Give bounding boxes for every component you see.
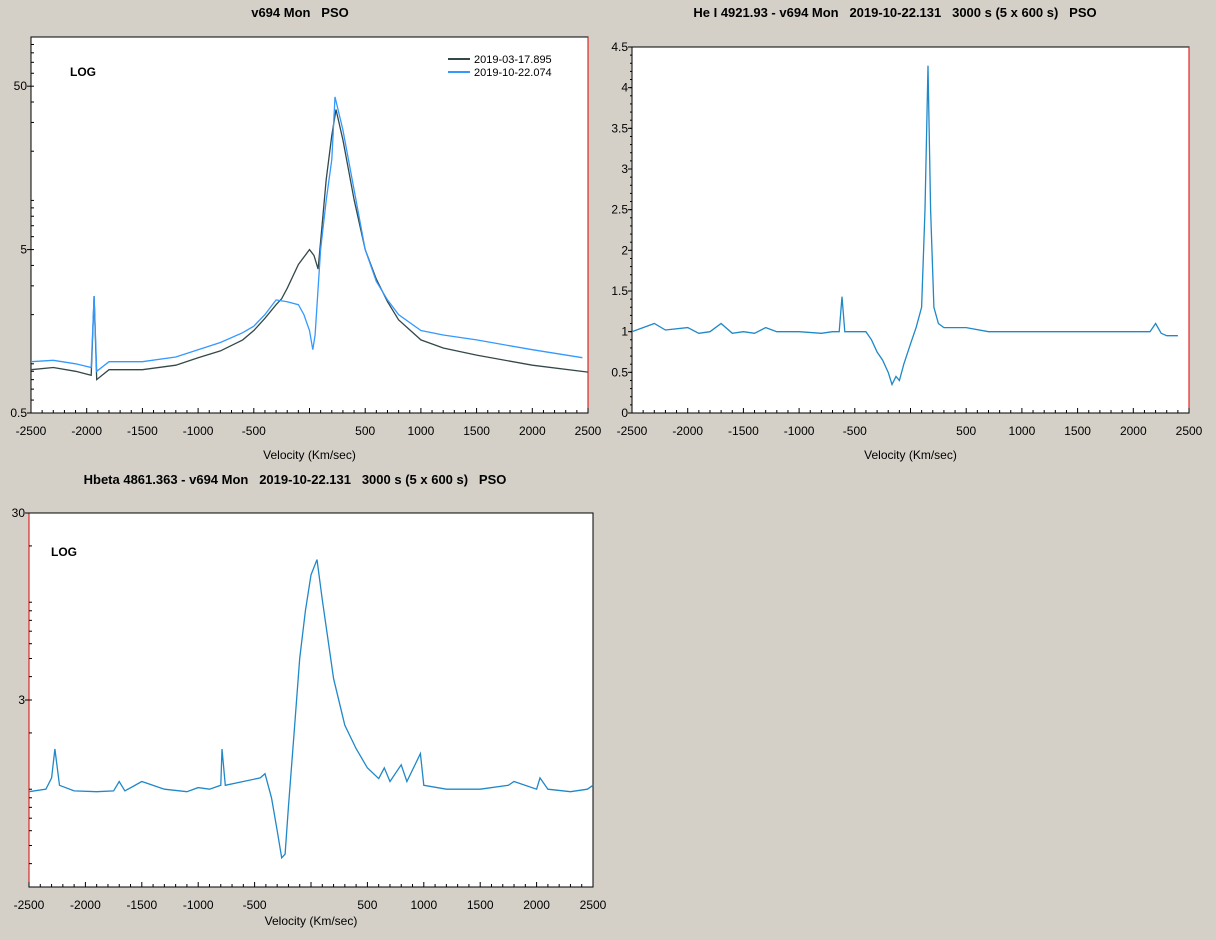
x-tick-label: -2000 xyxy=(70,898,101,912)
y-tick-label: 4 xyxy=(621,81,628,95)
x-tick-label: -1000 xyxy=(784,424,815,438)
chart1-title: v694 Mon PSO xyxy=(251,5,349,20)
x-tick-label: 1500 xyxy=(463,424,490,438)
x-tick-label: 2000 xyxy=(519,424,546,438)
y-tick-label: 30 xyxy=(12,506,26,520)
log-annotation: LOG xyxy=(51,545,77,559)
x-axis-label: Velocity (Km/sec) xyxy=(265,914,358,928)
x-tick-label: 1500 xyxy=(1064,424,1091,438)
x-tick-label: 500 xyxy=(956,424,976,438)
x-tick-label: -500 xyxy=(843,424,867,438)
legend-label: 2019-10-22.074 xyxy=(474,67,552,79)
y-tick-label: 5 xyxy=(20,243,27,257)
chart2-title: He I 4921.93 - v694 Mon 2019-10-22.131 3… xyxy=(693,5,1097,20)
y-tick-label: 1 xyxy=(621,325,628,339)
y-tick-label: 0.5 xyxy=(611,365,628,379)
chart-3: -2500 -2000 -1500 -1000 -500 500 1000 1500 2000 2… xyxy=(12,506,607,928)
chart3-title: Hbeta 4861.363 - v694 Mon 2019-10-22.131… xyxy=(83,472,507,487)
plot-area xyxy=(30,36,589,414)
series-line-2 xyxy=(30,96,583,373)
x-tick-label: 2500 xyxy=(580,898,607,912)
x-tick-label: -2000 xyxy=(672,424,703,438)
x-tick-label: -1000 xyxy=(183,898,214,912)
y-tick-label: 2 xyxy=(621,243,628,257)
y-tick-label: 4.5 xyxy=(611,40,628,54)
x-tick-label: 1000 xyxy=(1009,424,1036,438)
plot-area xyxy=(28,512,594,888)
x-tick-label: 1000 xyxy=(410,898,437,912)
y-tick-label: 1.5 xyxy=(611,284,628,298)
x-tick-label: 1500 xyxy=(467,898,494,912)
x-tick-label: -500 xyxy=(242,424,266,438)
x-tick-label: -1500 xyxy=(728,424,759,438)
y-tick-label: 50 xyxy=(14,79,28,93)
y-tick-label: 0 xyxy=(621,406,628,420)
x-tick-label: -1500 xyxy=(126,898,157,912)
y-tick-label: 3.5 xyxy=(611,121,628,135)
x-tick-label: 2000 xyxy=(523,898,550,912)
y-tick-label: 3 xyxy=(18,693,25,707)
x-tick-label: 2500 xyxy=(575,424,602,438)
x-tick-label: -1000 xyxy=(183,424,214,438)
x-tick-label: -2500 xyxy=(617,424,648,438)
x-tick-label: 500 xyxy=(355,424,375,438)
y-tick-label: 0.5 xyxy=(10,406,27,420)
x-tick-label: -2500 xyxy=(14,898,45,912)
x-tick-label: 2500 xyxy=(1176,424,1203,438)
x-axis-label: Velocity (Km/sec) xyxy=(864,448,957,462)
y-tick-label: 2.5 xyxy=(611,203,628,217)
x-tick-label: 2000 xyxy=(1120,424,1147,438)
x-tick-label: 1000 xyxy=(408,424,435,438)
legend-label: 2019-03-17.895 xyxy=(474,54,552,66)
x-tick-label: -1500 xyxy=(127,424,158,438)
series-line-1 xyxy=(631,65,1178,387)
log-annotation: LOG xyxy=(70,65,96,79)
x-tick-label: -2500 xyxy=(16,424,47,438)
chart-1: -2500 -2000 -1500 -1000 -500 500 1000 1500 2000 2… xyxy=(10,36,602,462)
chart-2: -2500 -2000 -1500 -1000 -500 500 1000 1500 2000 2… xyxy=(611,40,1202,462)
plot-area xyxy=(631,46,1190,414)
y-tick-label: 3 xyxy=(621,162,628,176)
series-line-1 xyxy=(30,109,589,381)
x-tick-label: -2000 xyxy=(71,424,102,438)
x-axis-label: Velocity (Km/sec) xyxy=(263,448,356,462)
x-tick-label: 500 xyxy=(357,898,377,912)
x-tick-label: -500 xyxy=(243,898,267,912)
series-line-1 xyxy=(28,559,594,860)
